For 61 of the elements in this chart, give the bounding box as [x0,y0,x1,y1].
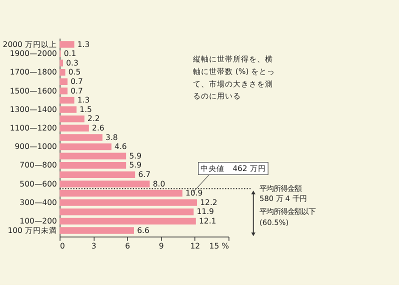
bar [60,106,77,113]
y-tick-label: 100—200 [20,216,58,226]
y-tick-label: 300—400 [20,198,58,207]
annotation: 中央値 462 万円 [200,164,266,173]
bar [60,208,194,216]
y-tick-label: 900—1000 [14,142,58,152]
data-label: 0.3 [66,58,79,68]
text: 縦軸に世帯所得を、横軸に世帯数 (%) をとって、市場の大きさを測るのに用いる [192,54,276,101]
data-label: 1.5 [80,104,92,114]
y-tick-label: 700—800 [20,160,58,170]
bar [60,134,102,141]
bar [60,143,112,150]
data-label: 0.7 [70,86,84,96]
data-label: 5.9 [129,160,142,170]
bar [60,78,68,85]
data-label: 4.6 [114,142,127,152]
bar [60,96,74,104]
bar [60,68,66,76]
data-label: 6.6 [137,226,150,235]
data-label: 11.9 [196,207,214,216]
y-tick-label: 1900—2000 [10,49,58,58]
bar [60,171,136,178]
data-label: 5.9 [129,151,142,160]
x-tick-label: 0 [60,242,66,251]
bar [60,116,84,122]
bar [60,180,150,188]
y-tick-label: 1500—1600 [10,86,58,96]
x-tick-label: 15 % [209,242,229,251]
bar [60,41,74,48]
data-label: 3.8 [106,132,118,142]
bar [60,218,196,225]
data-label: 12.1 [199,216,216,226]
data-label: 0.7 [70,76,84,86]
data-label: 2.6 [92,123,104,132]
data-label: 2.2 [88,114,100,124]
data-label: 6.7 [138,170,151,179]
data-label: 12.2 [200,198,218,207]
data-label: 1.3 [77,40,90,49]
x-tick-label: 12 [190,242,200,251]
y-tick-label: 1100—1200 [10,123,58,132]
bar [60,227,134,234]
bar [60,60,64,66]
x-tick-label: 6 [125,242,130,251]
bar [60,88,68,94]
x-tick-label: 9 [158,242,164,251]
bar [60,152,126,160]
data-label: 0.5 [68,68,81,77]
y-tick-label: 500—600 [20,179,58,188]
x-tick-label: 3 [91,242,96,251]
data-label: 1.3 [77,96,90,105]
data-label: 8.0 [152,179,166,188]
bar [60,124,89,132]
y-tick-label: 1300—1400 [10,104,58,114]
bar [60,190,182,197]
y-tick-label: 2000 万円以上 [2,40,57,49]
y-tick-label: 100 万円未満 [8,226,57,235]
data-label: 0.1 [64,49,76,58]
y-tick-label: 1700—1800 [10,68,58,77]
bar [60,162,126,169]
bar [60,199,198,206]
data-label: 10.9 [185,188,203,198]
